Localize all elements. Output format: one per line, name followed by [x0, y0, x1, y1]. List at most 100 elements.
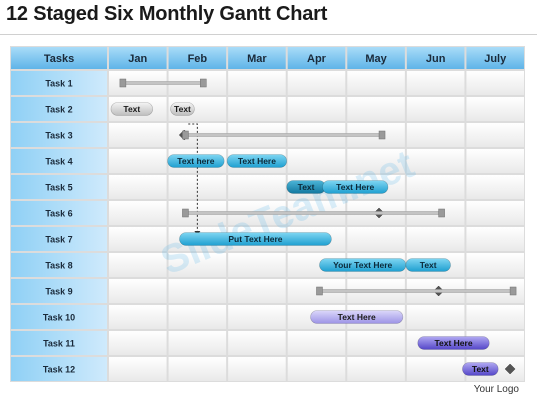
grid-cell [287, 71, 346, 95]
task-label-cell [11, 123, 107, 147]
task-label: Task 11 [43, 339, 75, 349]
month-header-cell [347, 47, 405, 69]
task-label-cell [11, 227, 107, 251]
task-bar [417, 336, 490, 350]
task-label: Task 4 [45, 157, 72, 167]
task-bar [310, 310, 404, 324]
grid-cell [168, 305, 227, 329]
grid-cell [466, 123, 524, 147]
grid-cell [228, 253, 286, 277]
grid-cell [109, 253, 167, 277]
grid-cell [109, 279, 167, 303]
task-label: Task 1 [45, 79, 72, 89]
task-bar [167, 154, 225, 168]
track-end-cap [509, 286, 517, 296]
task-bar-label: Put Text Here [228, 234, 282, 244]
grid-cell [347, 331, 405, 355]
grid-cell [228, 97, 286, 121]
grid-cell [228, 305, 286, 329]
task-label-cell [11, 201, 107, 225]
grid-cell [228, 71, 286, 95]
task-label: Task 7 [45, 235, 72, 245]
task-bar-label: Text [472, 364, 489, 374]
task-label-cell [11, 97, 107, 121]
task-label: Task 12 [43, 365, 75, 375]
task-label-cell [11, 279, 107, 303]
task-label: Task 10 [43, 313, 75, 323]
page-title: 12 Staged Six Monthly Gantt Chart [6, 3, 328, 25]
track-end-cap [438, 208, 445, 218]
task-bar [405, 258, 451, 272]
task-label: Task 5 [45, 183, 72, 193]
month-header-label: Feb [188, 53, 208, 65]
grid-cell [406, 305, 465, 329]
task-label: Task 8 [45, 261, 72, 271]
task-bar-label: Text [123, 104, 140, 114]
grid-cell [287, 357, 346, 381]
title-divider [0, 34, 537, 35]
month-header-label: Jun [426, 53, 446, 65]
task-label-cell [11, 331, 107, 355]
grid-cell [168, 253, 227, 277]
track-end-cap [378, 130, 386, 140]
task-label: Task 3 [45, 131, 72, 141]
task-label-cell [11, 357, 107, 381]
grid-cell [168, 279, 227, 303]
task-label-cell [11, 305, 107, 329]
grid-cell [466, 97, 524, 121]
task-bar-label: Text [420, 260, 437, 270]
grid-cell [406, 149, 465, 173]
month-header-cell [287, 47, 346, 69]
month-header-label: Mar [247, 53, 267, 65]
timeline-track [185, 133, 383, 137]
header-tasks-cell [11, 47, 107, 69]
grid-cell [287, 331, 346, 355]
grid-cell [109, 305, 167, 329]
task-bar [462, 362, 499, 376]
task-bar [322, 180, 389, 194]
timeline-track [122, 81, 204, 85]
month-header-label: Apr [307, 53, 327, 65]
grid-cell [347, 149, 405, 173]
dependency-connector [188, 123, 198, 235]
month-header-cell [466, 47, 524, 69]
logo-text: Your Logo [473, 384, 519, 395]
month-header-cell [168, 47, 227, 69]
track-start-cap [316, 286, 323, 296]
grid-cell [466, 305, 524, 329]
grid-cell [347, 71, 405, 95]
grid-cell [406, 123, 465, 147]
track-end-cap [200, 78, 207, 88]
task-label: Task 6 [45, 209, 72, 219]
grid-cell [287, 97, 346, 121]
month-header-label: May [365, 53, 387, 65]
task-bar-label: Text Here [338, 312, 376, 322]
grid-cell [466, 201, 524, 225]
grid-cell [109, 357, 167, 381]
milestone-diamond-icon [504, 363, 516, 375]
grid-cell [109, 331, 167, 355]
grid-cell [109, 201, 167, 225]
task-bar-label: Text [174, 104, 191, 114]
task-bar [179, 232, 332, 246]
month-header-label: July [484, 53, 507, 65]
task-bar [226, 154, 288, 168]
month-header-cell [406, 47, 465, 69]
grid-cell [109, 227, 167, 251]
grid-cell [466, 149, 524, 173]
grid-cell [347, 357, 405, 381]
grid-cell [287, 149, 346, 173]
task-bar-label: Your Text Here [333, 260, 392, 270]
task-bar-label: Text Here [434, 338, 472, 348]
grid-cell [228, 357, 286, 381]
grid-cell [406, 97, 465, 121]
month-header-cell [228, 47, 286, 69]
task-bar-label: Text Here [336, 182, 374, 192]
task-label-cell [11, 71, 107, 95]
grid-cell [466, 175, 524, 199]
grid-cell [228, 331, 286, 355]
task-label: Task 9 [45, 287, 72, 297]
task-label-cell [11, 175, 107, 199]
grid-cell [228, 175, 286, 199]
